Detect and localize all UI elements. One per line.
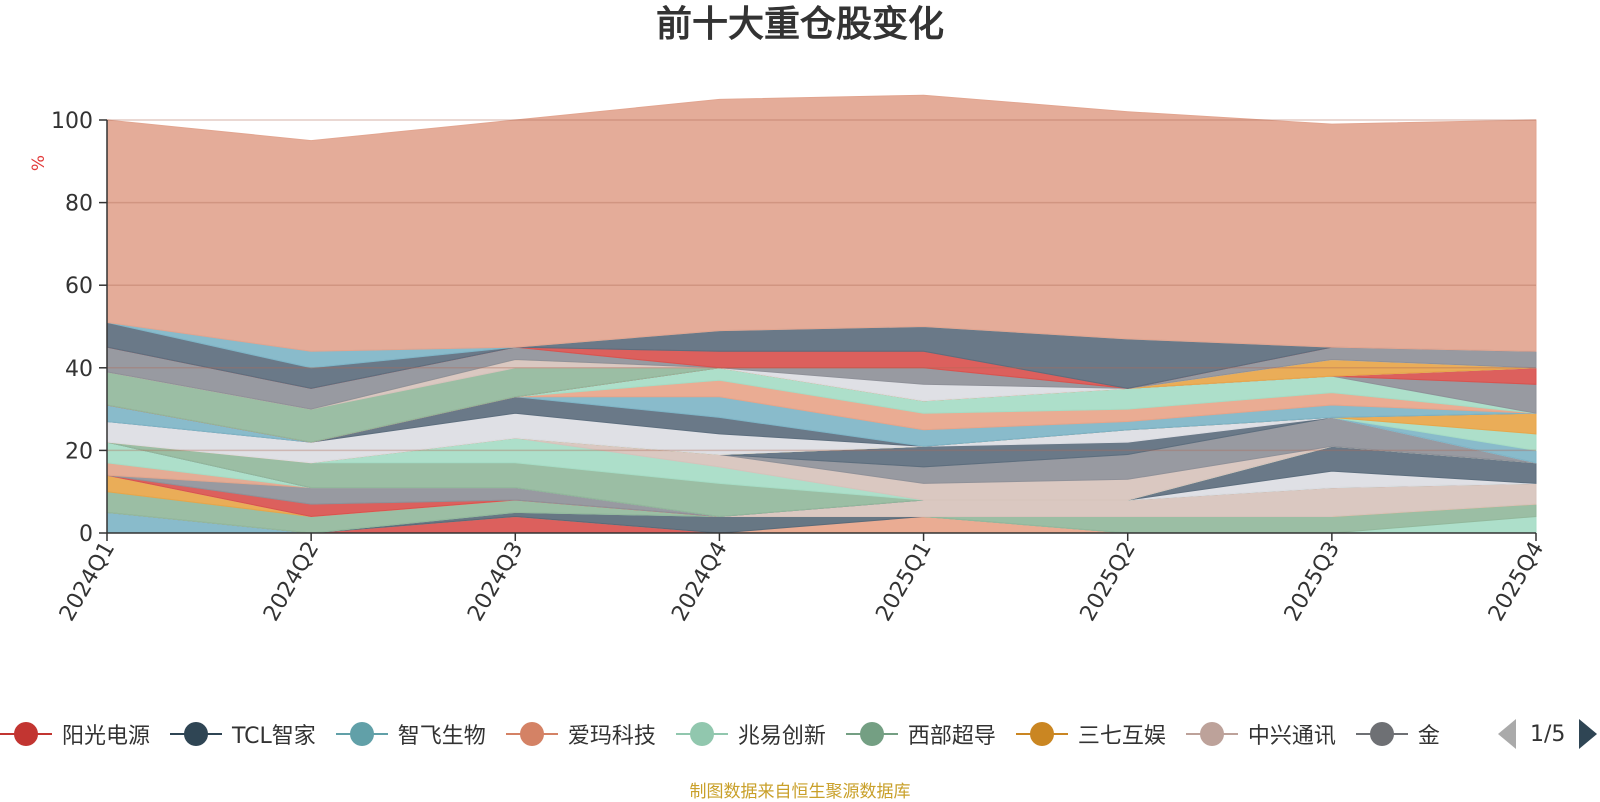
x-tick-label: 2024Q1 — [55, 538, 120, 626]
legend-prev-icon[interactable] — [1498, 719, 1516, 749]
legend-swatch-icon — [1185, 722, 1238, 746]
legend-item[interactable]: 金 — [1355, 714, 1440, 754]
legend-label: 兆易创新 — [737, 724, 826, 749]
legend-label: 智飞生物 — [397, 724, 486, 749]
legend-item[interactable]: 西部超导 — [845, 714, 996, 754]
source-note: 制图数据来自恒生聚源数据库 — [689, 782, 911, 802]
y-axis-unit-label: % — [29, 155, 49, 171]
legend-label: 阳光电源 — [62, 724, 151, 749]
legend-next-icon[interactable] — [1579, 719, 1598, 749]
x-tick-label: 2024Q4 — [667, 538, 732, 626]
area-series-group — [106, 94, 1537, 534]
legend-label: TCL智家 — [232, 724, 316, 749]
legend-label: 中兴通讯 — [1247, 724, 1336, 749]
gridlines — [107, 119, 1536, 452]
legend-label: 西部超导 — [907, 724, 996, 749]
legend-label: 三七互娱 — [1077, 724, 1166, 749]
x-tick-label: 2025Q3 — [1280, 538, 1345, 626]
area-s39 — [106, 94, 1537, 352]
y-tick-label: 0 — [79, 522, 93, 547]
legend-item[interactable]: 智飞生物 — [335, 714, 486, 754]
x-tick-label: 2024Q2 — [259, 538, 324, 626]
chart-title: 前十大重仓股变化 — [655, 4, 944, 45]
legend-label: 金 — [1417, 724, 1440, 749]
y-tick-label: 60 — [65, 274, 93, 299]
legend-page-indicator: 1/5 — [1530, 721, 1566, 747]
y-tick-label: 80 — [65, 192, 93, 217]
legend-item[interactable]: 阳光电源 — [0, 714, 150, 754]
legend-pager: 1/5 — [1498, 716, 1598, 752]
y-tick-label: 100 — [51, 109, 93, 134]
legend-swatch-icon — [1355, 722, 1408, 746]
legend-label: 爱玛科技 — [567, 724, 656, 749]
y-tick-label: 40 — [65, 357, 93, 382]
legend-item[interactable]: 兆易创新 — [675, 714, 826, 754]
legend-item[interactable]: TCL智家 — [170, 714, 316, 754]
legend-swatch-icon — [505, 722, 558, 746]
legend-item[interactable]: 中兴通讯 — [1185, 714, 1336, 754]
legend-swatch-icon — [845, 722, 898, 746]
x-tick-label: 2024Q3 — [463, 538, 528, 626]
legend-item[interactable]: 爱玛科技 — [505, 714, 656, 754]
legend-swatch-icon — [0, 722, 52, 746]
x-tick-label: 2025Q2 — [1076, 538, 1141, 626]
x-tick-label: 2025Q1 — [871, 538, 936, 626]
legend-swatch-icon — [170, 722, 223, 746]
legend-swatch-icon — [675, 722, 728, 746]
legend-item[interactable]: 三七互娱 — [1015, 714, 1166, 754]
legend: 阳光电源 TCL智家 智飞生物 爱玛科技 兆易创新 西部超导 三七互娱 中兴通讯 金 — [0, 714, 1470, 754]
legend-swatch-icon — [335, 722, 388, 746]
y-tick-label: 20 — [65, 439, 93, 464]
x-tick-label: 2025Q4 — [1484, 538, 1549, 626]
legend-swatch-icon — [1015, 722, 1068, 746]
